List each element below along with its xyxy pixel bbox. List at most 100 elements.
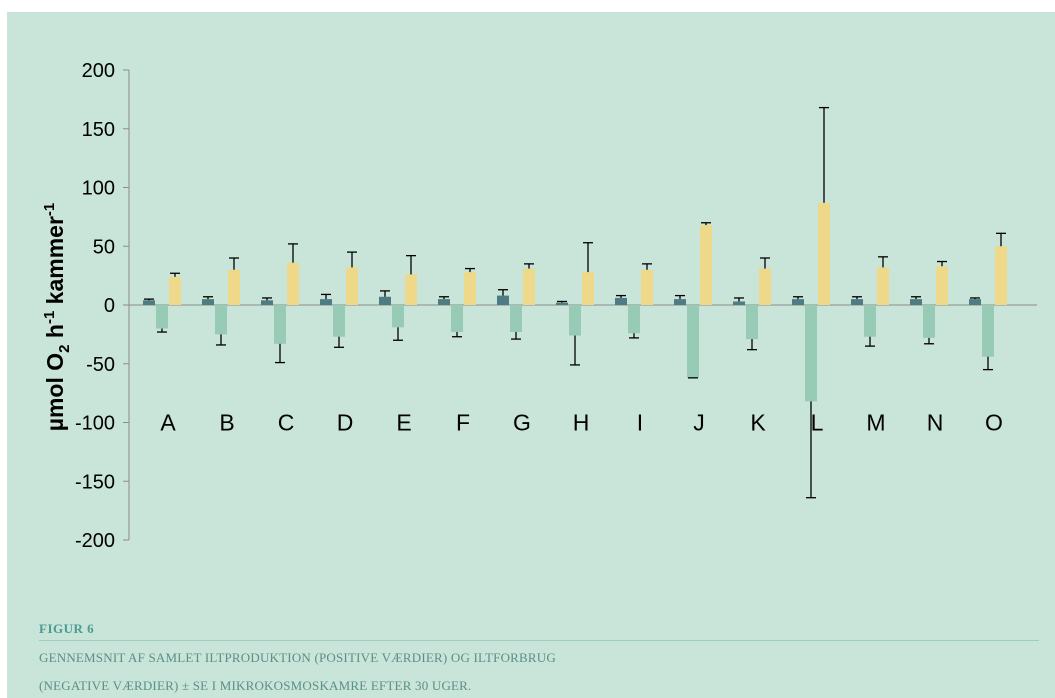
error-bar [393, 327, 403, 341]
error-bar [583, 242, 593, 273]
error-bar [616, 294, 626, 298]
category-label: G [513, 410, 531, 436]
bar [169, 276, 181, 305]
bar [287, 262, 299, 305]
bar [215, 305, 227, 335]
error-bar [747, 339, 757, 351]
error-bar [229, 257, 239, 270]
error-bar [911, 296, 921, 300]
bar [818, 202, 830, 305]
category-label: B [219, 410, 234, 436]
bar [556, 302, 568, 305]
error-bar [701, 222, 711, 226]
category-label: K [750, 410, 766, 436]
figure-panel: µmol O2 h-1 kammer-1 -200 -150 -100 -50 0 50 1… [7, 12, 1055, 698]
category-label: E [396, 410, 411, 436]
bar [910, 299, 922, 305]
y-axis-label: µmol O2 h-1 kammer-1 [41, 203, 73, 432]
caption-divider [39, 640, 1039, 641]
bar [392, 305, 404, 328]
error-bar [216, 334, 226, 346]
bar [333, 305, 345, 337]
caption-line-1: GENNEMSNIT AF SAMLET ILTPRODUKTION (POSI… [39, 650, 556, 665]
bar [982, 305, 994, 357]
bar [451, 305, 463, 333]
bars [143, 202, 1007, 402]
bar [156, 305, 168, 329]
y-tick-label: -200 [75, 530, 115, 552]
error-bar [924, 337, 934, 345]
bar [851, 299, 863, 305]
error-bar [334, 336, 344, 348]
bar [641, 269, 653, 305]
bar [202, 299, 214, 305]
error-bar [878, 256, 888, 268]
bar [877, 267, 889, 305]
error-bar [406, 254, 416, 275]
caption-line-2: (NEGATIVE VÆRDIER) ± SE I MIKROKOSMOSKAM… [39, 678, 472, 693]
bar [746, 305, 758, 340]
error-bar [852, 296, 862, 300]
bar [379, 296, 391, 305]
error-bar [819, 106, 829, 203]
error-bar [439, 296, 449, 300]
error-bar [452, 332, 462, 338]
y-tick-label: 200 [82, 60, 115, 82]
error-bar [321, 293, 331, 300]
category-label: O [985, 410, 1003, 436]
error-bar [760, 257, 770, 269]
category-label: A [160, 410, 176, 436]
y-tick-label: 150 [82, 119, 115, 141]
error-bar [157, 328, 167, 333]
svg-text:µmol O2 h-1 kammer-1: µmol O2 h-1 kammer-1 [41, 203, 73, 432]
error-bar [570, 335, 580, 366]
error-bar [524, 263, 534, 269]
bar [700, 225, 712, 305]
bar [405, 274, 417, 305]
bar [582, 272, 594, 305]
bar [936, 266, 948, 305]
category-label: H [573, 410, 590, 436]
bar [143, 300, 155, 305]
y-tick-label: 50 [93, 236, 115, 258]
bar [759, 268, 771, 305]
bar [687, 305, 699, 378]
error-bar [144, 298, 154, 301]
category-label: I [637, 410, 643, 436]
category-label: L [811, 410, 824, 436]
bar [320, 299, 332, 305]
error-bar [642, 263, 652, 270]
bar [969, 299, 981, 305]
category-label: M [866, 410, 885, 436]
error-bar [806, 401, 816, 499]
bar [864, 305, 876, 337]
bar [228, 269, 240, 305]
error-bar [793, 296, 803, 300]
error-bar [262, 297, 272, 301]
bar [792, 299, 804, 305]
error-bar [557, 300, 567, 303]
bar [569, 305, 581, 336]
error-bar [203, 296, 213, 300]
bar [995, 246, 1007, 305]
category-label: N [927, 410, 944, 436]
bar [464, 272, 476, 305]
error-bar [629, 333, 639, 339]
bar [346, 267, 358, 305]
y-tick-label: 100 [82, 178, 115, 200]
bar [628, 305, 640, 334]
category-label: F [456, 410, 470, 436]
bar [510, 305, 522, 333]
error-bar [380, 290, 390, 297]
bar [615, 297, 627, 305]
error-bar [465, 267, 475, 273]
error-bar [734, 297, 744, 302]
bar [674, 299, 686, 305]
y-tick-label: -150 [75, 471, 115, 493]
y-tick-label: -50 [86, 354, 115, 376]
bar-chart: µmol O2 h-1 kammer-1 -200 -150 -100 -50 0 50 1… [41, 60, 1037, 552]
error-bar [970, 297, 980, 300]
error-bar [675, 294, 685, 300]
error-bar [498, 289, 508, 296]
y-tick-label: -100 [75, 413, 115, 435]
